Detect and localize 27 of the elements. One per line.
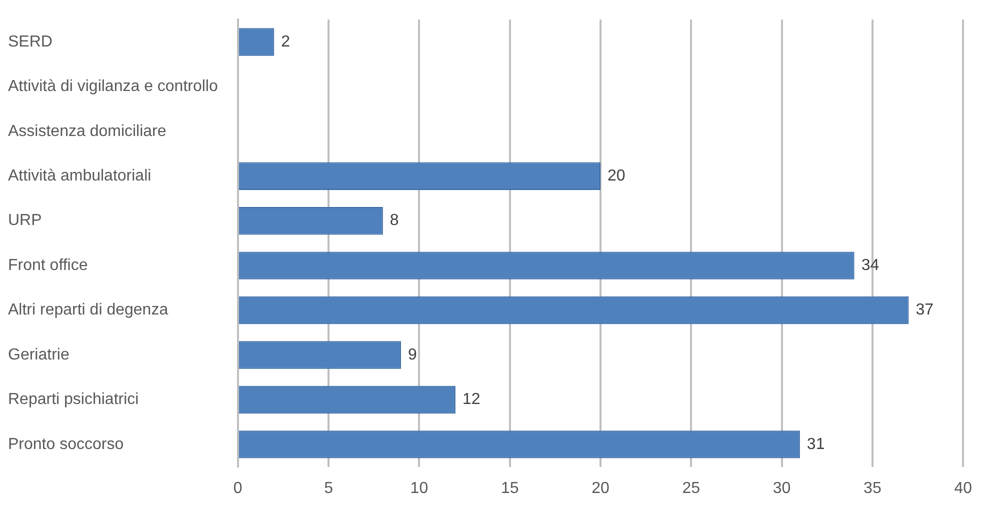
x-tick-label: 20: [592, 480, 610, 497]
x-tick-label: 0: [233, 480, 242, 497]
data-label: 8: [390, 212, 399, 230]
x-tick-label: 15: [500, 480, 519, 497]
x-tick-label: 5: [324, 480, 334, 497]
x-tick-label: 10: [410, 480, 428, 497]
y-tick-label: Reparti psichiatrici: [8, 391, 139, 408]
data-label: 31: [806, 436, 825, 453]
y-tick-label: Attività ambulatoriali: [8, 168, 152, 185]
data-label: 34: [861, 256, 880, 274]
y-tick-label: Attività di vigilanza e controllo: [8, 78, 218, 96]
y-tick-label: Front office: [8, 256, 88, 274]
x-tick-label: 25: [682, 480, 700, 497]
x-tick-label: 35: [864, 480, 882, 497]
y-tick-label: SERD: [8, 33, 52, 50]
data-label: 20: [607, 168, 626, 185]
y-tick-label: Assistenza domiciliare: [8, 122, 166, 140]
x-tick-label: 30: [772, 480, 791, 497]
y-tick-label: Geriatrie: [8, 346, 70, 364]
y-tick-label: URP: [8, 212, 42, 230]
y-tick-label: Pronto soccorso: [8, 436, 124, 453]
data-label: 9: [408, 346, 418, 364]
data-label: 37: [916, 302, 934, 319]
y-tick-label: Altri reparti di degenza: [8, 302, 168, 319]
x-tick-label: 40: [954, 480, 972, 497]
data-label: 12: [462, 391, 480, 408]
data-label: 2: [281, 33, 290, 50]
